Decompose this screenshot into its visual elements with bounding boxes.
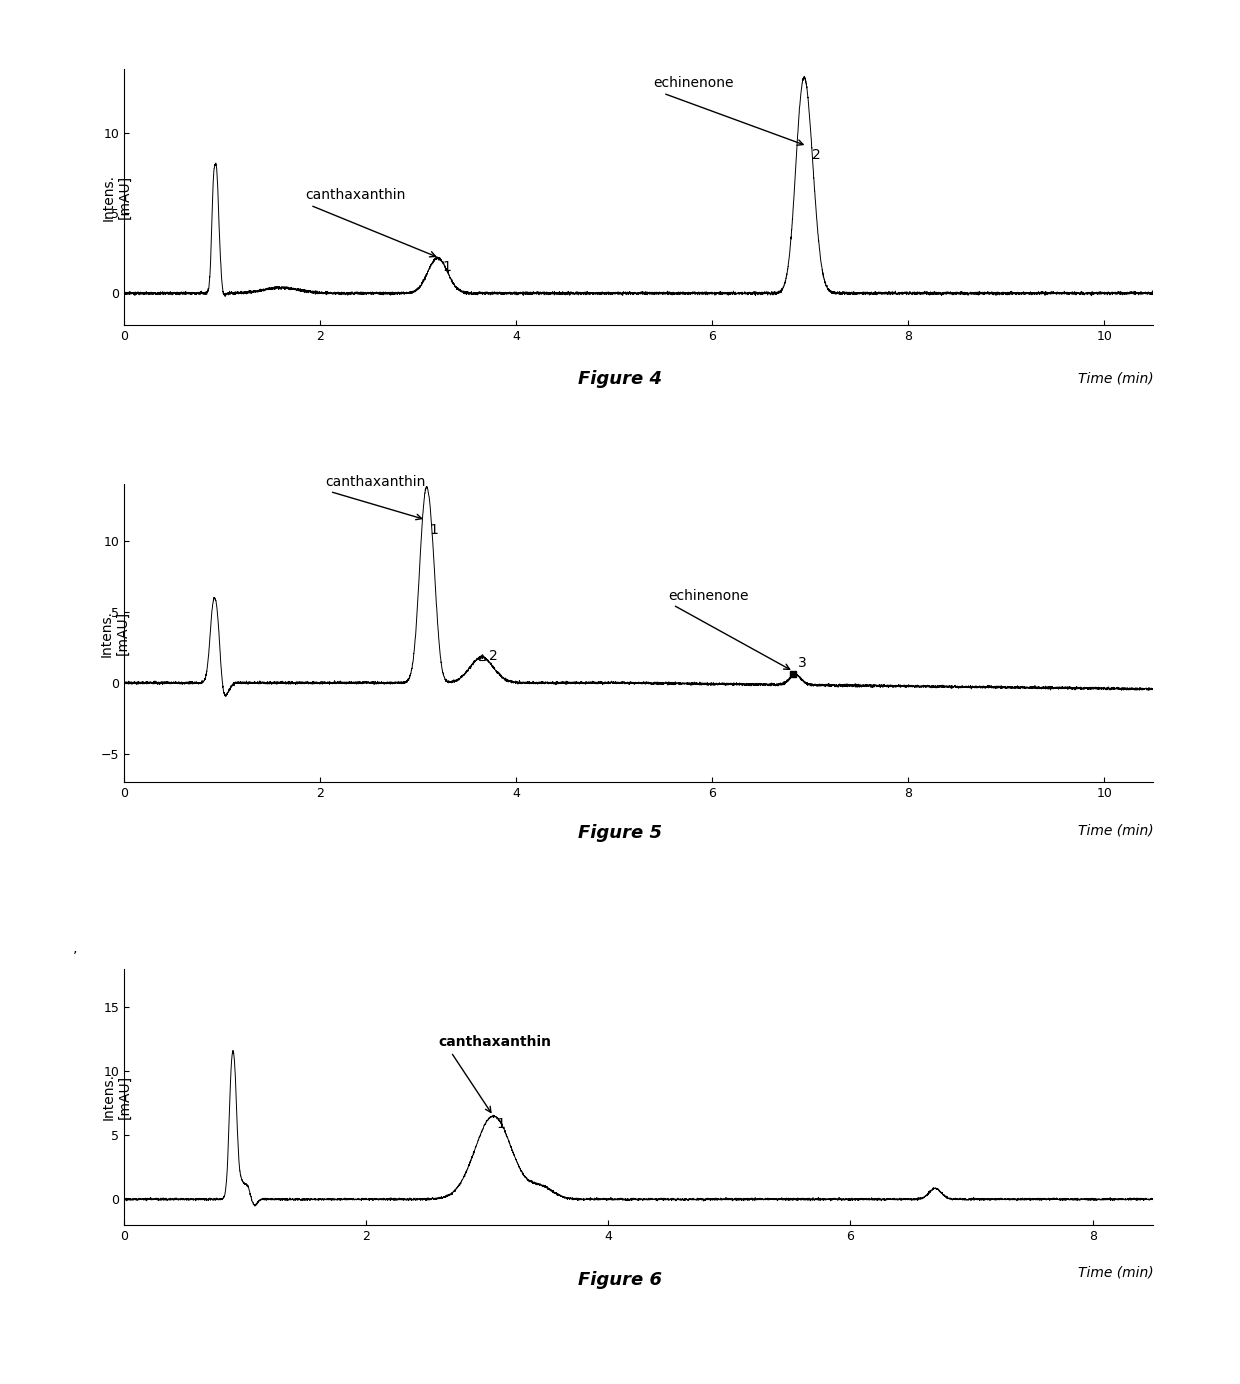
Text: ’: ’ bbox=[72, 949, 77, 963]
Text: echinenone: echinenone bbox=[653, 76, 734, 90]
Text: canthaxanthin: canthaxanthin bbox=[305, 188, 405, 202]
Text: canthaxanthin: canthaxanthin bbox=[325, 475, 425, 490]
Text: Figure 5: Figure 5 bbox=[578, 823, 662, 843]
Text: 1: 1 bbox=[497, 1117, 506, 1131]
Text: Figure 4: Figure 4 bbox=[578, 370, 662, 389]
Text: Time (min): Time (min) bbox=[1078, 1266, 1153, 1280]
Text: 2: 2 bbox=[812, 148, 821, 162]
Y-axis label: Intens.
[mAU]: Intens. [mAU] bbox=[99, 610, 129, 656]
Y-axis label: Intens.
[mAU]: Intens. [mAU] bbox=[102, 1074, 133, 1120]
Text: 1: 1 bbox=[443, 260, 451, 274]
Text: echinenone: echinenone bbox=[668, 588, 749, 602]
Text: 3: 3 bbox=[799, 656, 807, 670]
Text: canthaxanthin: canthaxanthin bbox=[439, 1035, 552, 1049]
Text: 2: 2 bbox=[489, 649, 497, 663]
Text: Figure 6: Figure 6 bbox=[578, 1271, 662, 1290]
Text: 1: 1 bbox=[430, 523, 439, 537]
Y-axis label: Intens.
[mAU]: Intens. [mAU] bbox=[102, 174, 133, 220]
Text: Time (min): Time (min) bbox=[1078, 371, 1153, 385]
Text: Time (min): Time (min) bbox=[1078, 823, 1153, 837]
